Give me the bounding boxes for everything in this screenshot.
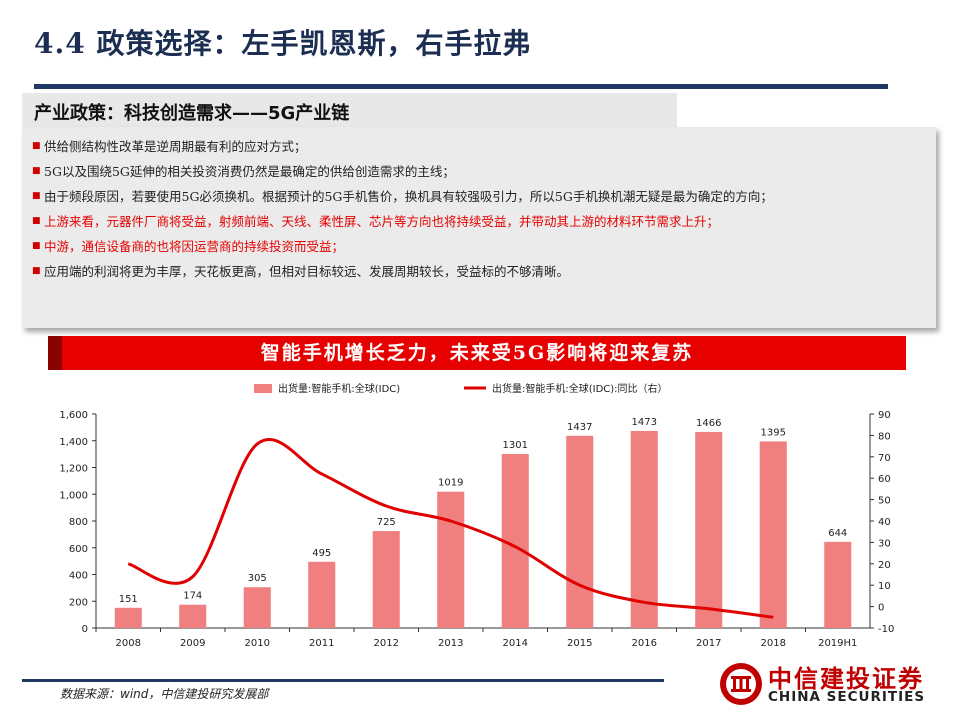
- x-axis-tick-label: 2014: [503, 638, 528, 649]
- policy-bullet-text: 由于频段原因，若要使用5G必须换机。根据预计的5G手机售价，换机具有较强吸引力，…: [44, 189, 773, 204]
- right-axis-tick-label: -10: [878, 624, 894, 635]
- bar-value-label: 151: [119, 594, 138, 605]
- left-axis-tick-label: 1,200: [59, 464, 88, 475]
- right-axis-tick-label: 80: [878, 431, 891, 442]
- bar-value-label: 305: [248, 573, 267, 584]
- left-axis-tick-label: 400: [69, 571, 88, 582]
- policy-bullet-highlight: ■ 上游来看，元器件厂商将受益，射频前端、天线、柔性屏、芯片等方向也将持续受益，…: [32, 209, 928, 234]
- x-axis-tick-label: 2012: [374, 638, 399, 649]
- policy-bullet: ■ 应用端的利润将更为丰厚，天花板更高，但相对目标较远、发展周期较长，受益标的不…: [32, 259, 928, 284]
- x-axis-tick-label: 2008: [116, 638, 141, 649]
- bar: [114, 607, 142, 628]
- left-axis-tick-label: 800: [69, 517, 88, 528]
- bar: [179, 604, 207, 628]
- left-axis-tick-label: 200: [69, 597, 88, 608]
- bar: [437, 491, 465, 628]
- left-axis-tick-label: 1,400: [59, 437, 88, 448]
- bar: [759, 441, 787, 628]
- left-axis-tick-label: 1,000: [59, 490, 88, 501]
- right-axis-tick-label: 40: [878, 517, 891, 528]
- bar-value-label: 725: [377, 517, 396, 528]
- square-bullet-icon: ■: [32, 216, 41, 226]
- square-bullet-icon: ■: [32, 266, 41, 276]
- bar-value-label: 1437: [567, 422, 592, 433]
- title-divider: [34, 84, 888, 89]
- policy-heading: 产业政策：科技创造需求——5G产业链: [22, 93, 677, 127]
- bar-value-label: 495: [312, 548, 331, 559]
- right-axis-tick-label: 70: [878, 453, 891, 464]
- legend-line-label: 出货量:智能手机:全球(IDC):同比（右）: [492, 382, 668, 395]
- x-axis-tick-label: 2016: [632, 638, 657, 649]
- left-axis-tick-label: 0: [82, 624, 88, 635]
- bar-value-label: 1466: [696, 418, 721, 429]
- right-axis-tick-label: 20: [878, 560, 891, 571]
- left-axis-tick-label: 1,600: [59, 410, 88, 421]
- right-axis-tick-label: 90: [878, 410, 891, 421]
- bar-value-label: 174: [183, 591, 202, 602]
- bar: [566, 435, 594, 628]
- x-axis-tick-label: 2009: [180, 638, 205, 649]
- shipment-chart-svg: 0 200 400 600 800 1,000 1,200 1,400 1,600 -10 0 10 2…: [59, 382, 894, 649]
- bar-value-label: 644: [828, 528, 847, 539]
- bar-value-label: 1019: [438, 478, 463, 489]
- yoy-growth-line: [127, 438, 774, 619]
- bar-value-label: 1301: [503, 440, 528, 451]
- policy-bullet-text: 5G以及围绕5G延伸的相关投资消费仍然是最确定的供给创造需求的主线；: [44, 164, 455, 179]
- company-logo: 中信建投证券 CHINA SECURITIES: [718, 657, 948, 713]
- x-axis-tick-label: 2015: [567, 638, 592, 649]
- bar: [372, 531, 400, 628]
- policy-bullet-text: 中游，通信设备商的也将因运营商的持续投资而受益；: [44, 239, 345, 254]
- square-bullet-icon: ■: [32, 241, 41, 251]
- bar-value-label: 1395: [761, 427, 786, 438]
- policy-bullet-list: ■ 供给侧结构性改革是逆周期最有利的应对方式； ■ 5G以及围绕5G延伸的相关投…: [22, 127, 936, 328]
- right-axis-tick-label: 30: [878, 538, 891, 549]
- right-axis-tick-label: 60: [878, 474, 891, 485]
- right-axis-tick-label: 10: [878, 581, 891, 592]
- chart-banner: 智能手机增长乏力，未来受5G影响将迎来复苏: [48, 336, 906, 370]
- right-axis-tick-label: 50: [878, 496, 891, 507]
- square-bullet-icon: ■: [32, 191, 41, 201]
- bar: [308, 561, 336, 628]
- right-axis-tick-label: 0: [878, 603, 884, 614]
- bar: [243, 587, 271, 628]
- policy-bullet-text: 应用端的利润将更为丰厚，天花板更高，但相对目标较远、发展周期较长，受益标的不够清…: [44, 264, 570, 279]
- x-axis-tick-label: 2010: [245, 638, 270, 649]
- logo-english-name: CHINA SECURITIES: [768, 689, 926, 705]
- x-axis-tick-label: 2013: [438, 638, 463, 649]
- square-bullet-icon: ■: [32, 166, 41, 176]
- source-note: 数据来源：wind，中信建投研究发展部: [60, 687, 269, 701]
- bar: [630, 430, 658, 628]
- footer-divider: [22, 679, 664, 682]
- shipment-chart: 0 200 400 600 800 1,000 1,200 1,400 1,600 -10 0 10 2…: [40, 372, 912, 662]
- logo-chinese-name: 中信建投证券: [768, 665, 924, 693]
- policy-bullet: ■ 由于频段原因，若要使用5G必须换机。根据预计的5G手机售价，换机具有较强吸引…: [32, 184, 928, 209]
- x-axis-tick-label: 2018: [761, 638, 786, 649]
- policy-bullet: ■ 5G以及围绕5G延伸的相关投资消费仍然是最确定的供给创造需求的主线；: [32, 159, 928, 184]
- policy-bullet: ■ 供给侧结构性改革是逆周期最有利的应对方式；: [32, 134, 928, 159]
- bar: [824, 541, 852, 628]
- citic-logo-icon: [720, 663, 762, 705]
- policy-bullet-highlight: ■ 中游，通信设备商的也将因运营商的持续投资而受益；: [32, 234, 928, 259]
- bar-value-label: 1473: [632, 417, 657, 428]
- policy-bullet-text: 供给侧结构性改革是逆周期最有利的应对方式；: [44, 139, 307, 154]
- legend-bar-swatch: [254, 384, 272, 393]
- page-title: 4.4 政策选择：左手凯恩斯，右手拉弗: [34, 27, 532, 60]
- left-axis-tick-label: 600: [69, 544, 88, 555]
- policy-bullet-text: 上游来看，元器件厂商将受益，射频前端、天线、柔性屏、芯片等方向也将持续受益，并带…: [44, 214, 720, 229]
- square-bullet-icon: ■: [32, 141, 41, 151]
- x-axis-tick-label: 2011: [309, 638, 334, 649]
- x-axis-tick-label: 2019H1: [818, 638, 857, 649]
- x-axis-tick-label: 2017: [696, 638, 721, 649]
- legend-bar-label: 出货量:智能手机:全球(IDC): [278, 382, 400, 395]
- bar: [695, 431, 723, 628]
